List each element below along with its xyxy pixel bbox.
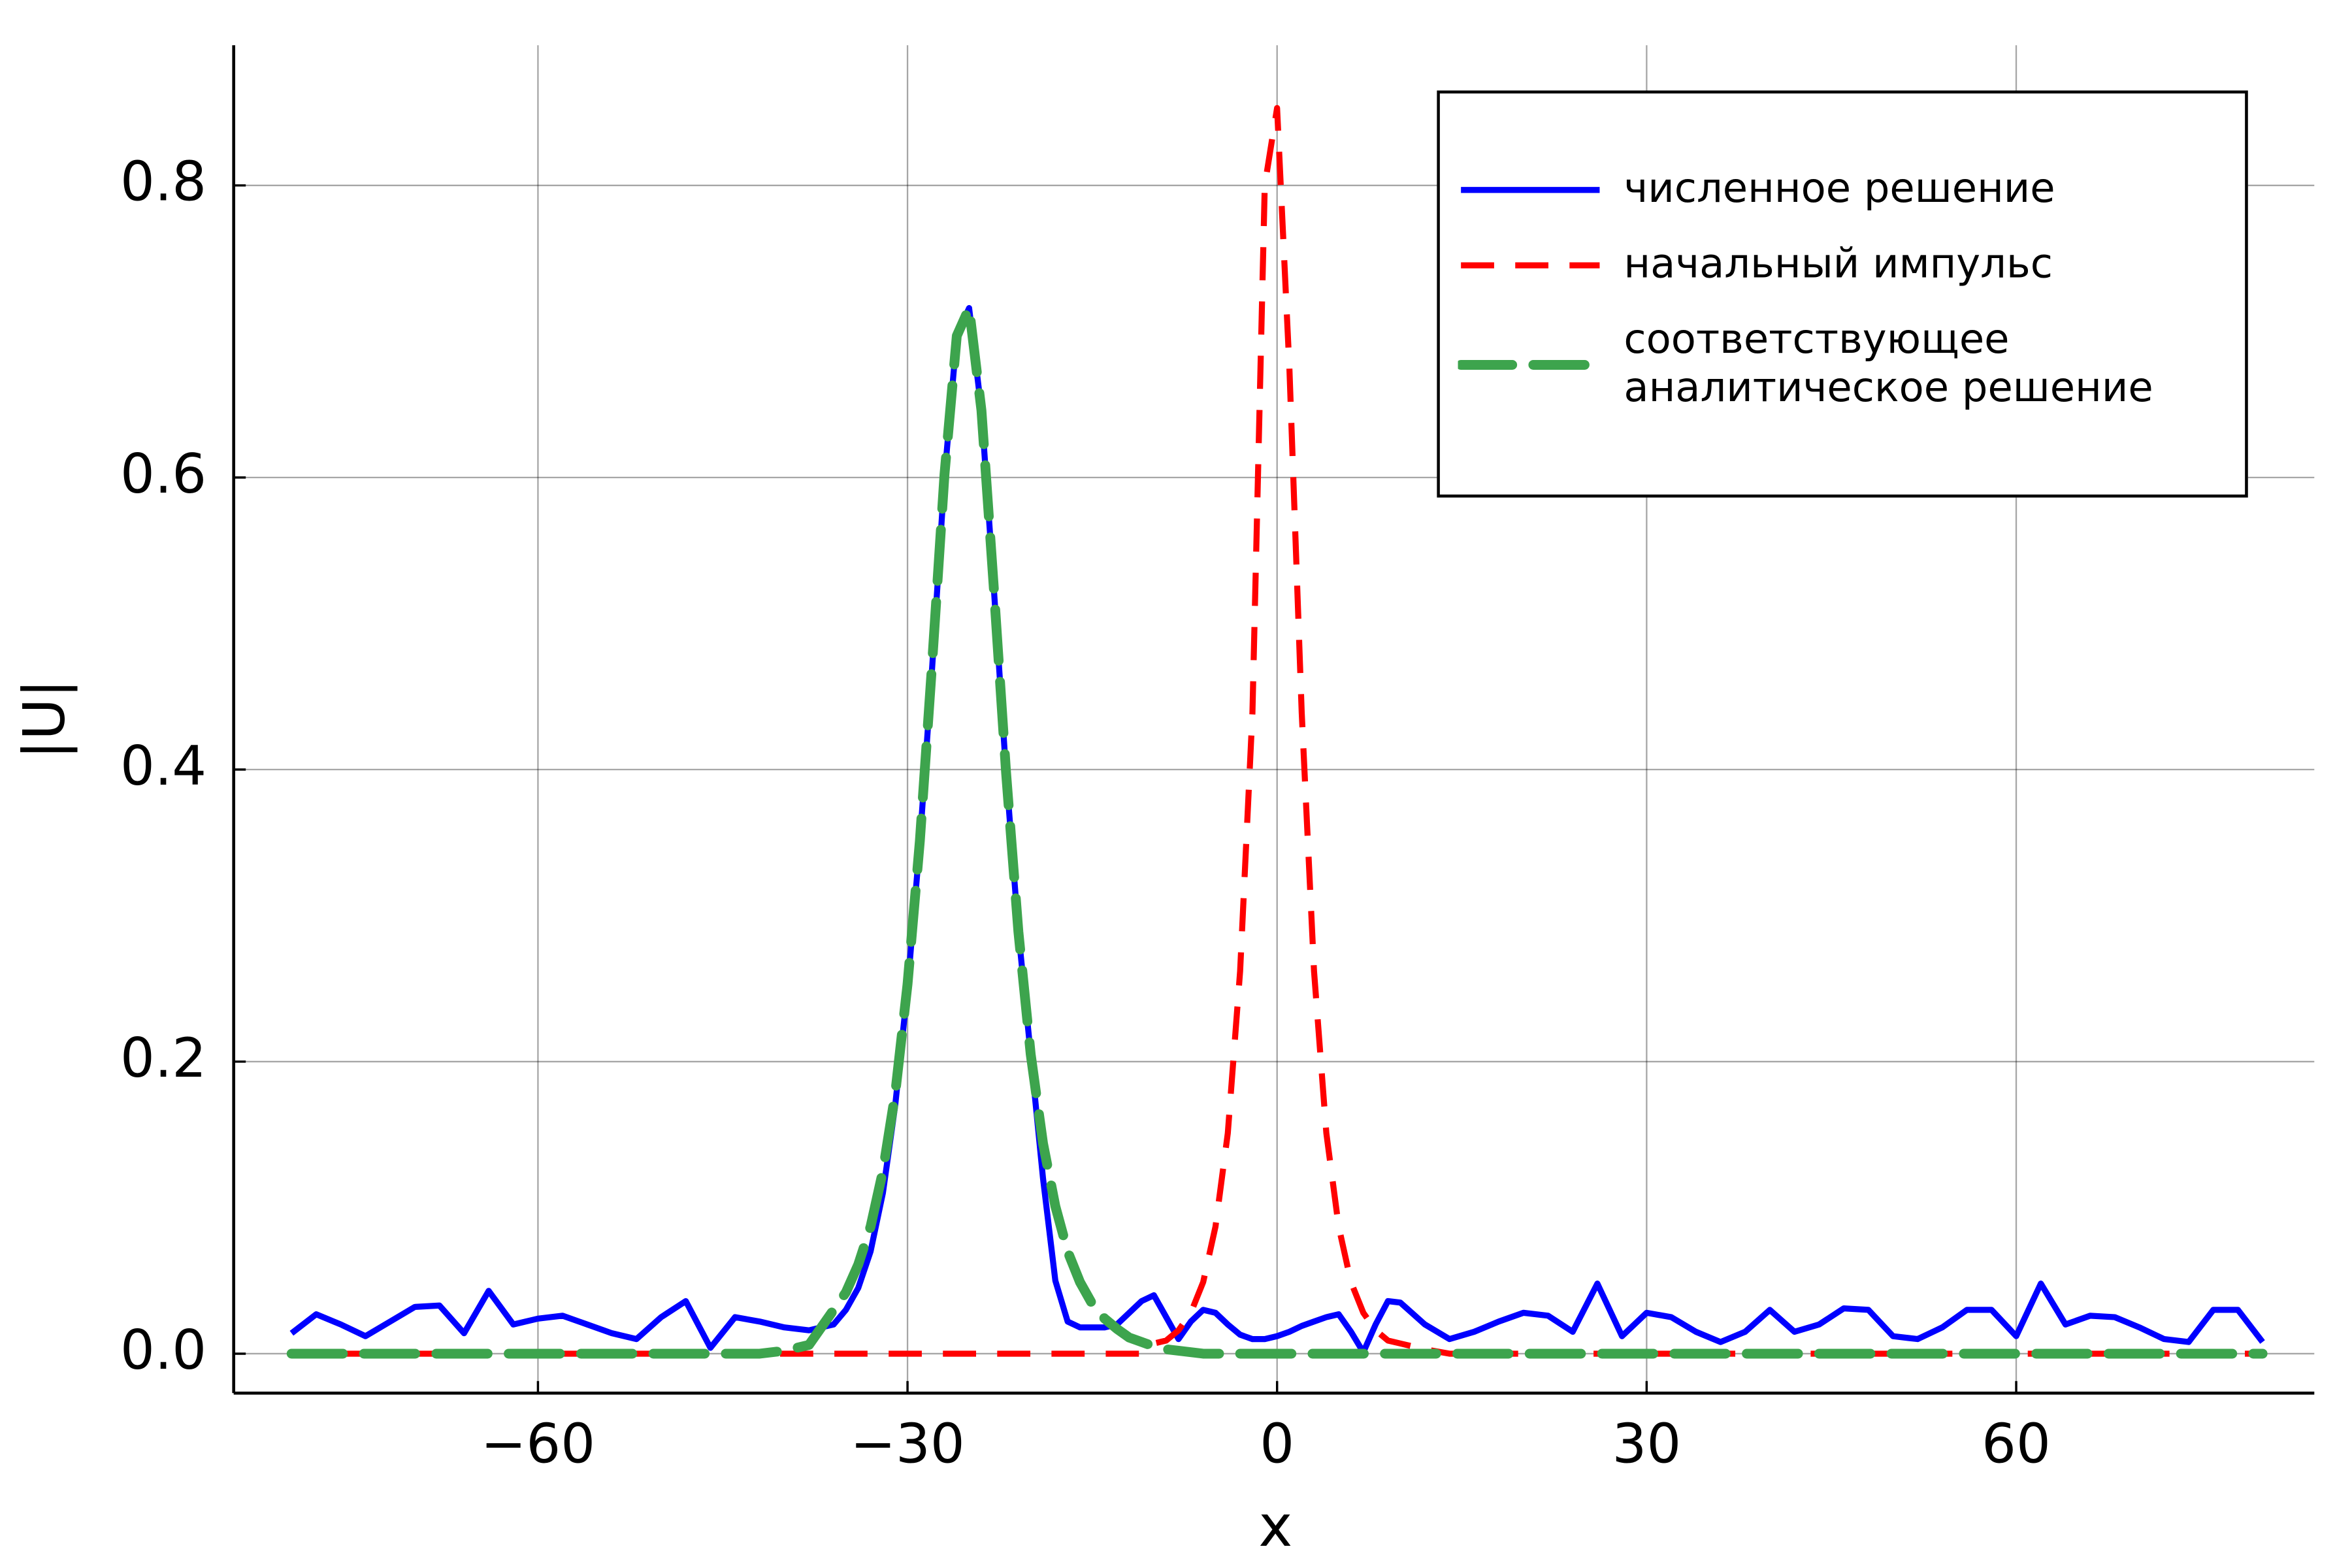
x-tick-label: 30 xyxy=(1612,1412,1682,1475)
series-line xyxy=(286,303,2268,1359)
x-tick-label: −30 xyxy=(850,1412,964,1475)
y-tick-label: 0.2 xyxy=(120,1026,206,1090)
y-tick-label: 0.0 xyxy=(120,1318,206,1382)
y-axis-label: |U| xyxy=(11,679,78,759)
legend-swatch xyxy=(1461,262,1600,269)
x-axis-label: x xyxy=(1258,1493,1292,1560)
legend-item: начальный импульс xyxy=(1458,241,2230,289)
legend-label: начальный импульс xyxy=(1624,241,2053,288)
series-line xyxy=(289,304,2265,1356)
x-tick-label: 0 xyxy=(1260,1412,1294,1475)
x-tick-label: 60 xyxy=(1982,1412,2051,1475)
legend-label: численное решение xyxy=(1624,165,2055,213)
y-tick-label: 0.4 xyxy=(120,734,206,798)
legend-swatch xyxy=(1458,359,1605,370)
y-tick-label: 0.8 xyxy=(120,150,206,214)
x-tick-label: −60 xyxy=(481,1412,595,1475)
legend-item: соответствующее аналитическое решение xyxy=(1458,317,2230,414)
legend: численное решение начальный импульс соотве… xyxy=(1437,90,2248,498)
legend-label: соответствующее аналитическое решение xyxy=(1624,316,2153,412)
legend-box: численное решение начальный импульс соотве… xyxy=(1437,90,2248,498)
legend-item: численное решение xyxy=(1458,166,2230,214)
legend-swatch xyxy=(1461,187,1600,193)
y-tick-label: 0.6 xyxy=(120,442,206,506)
